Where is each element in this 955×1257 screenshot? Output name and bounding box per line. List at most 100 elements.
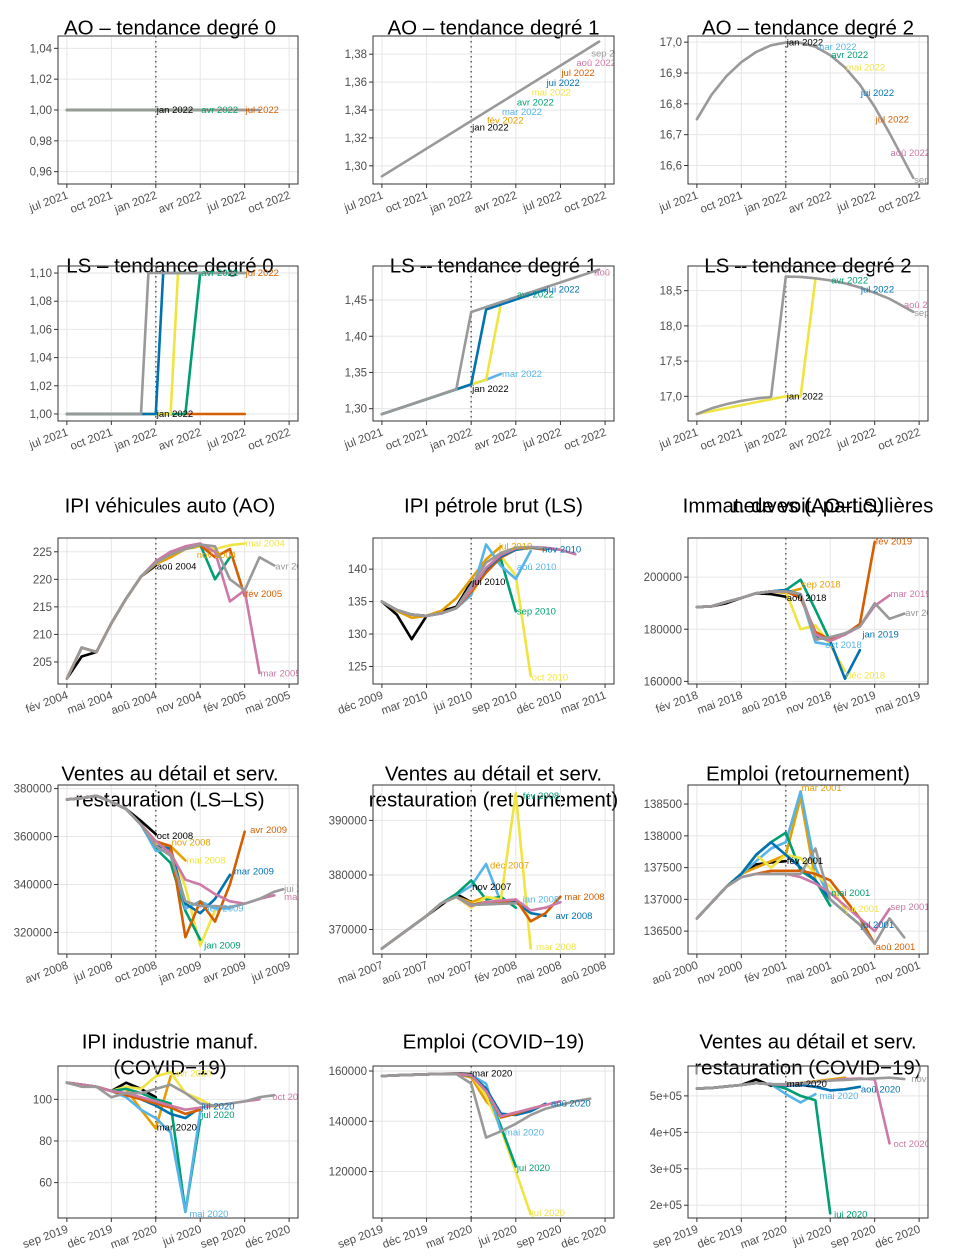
y-tick-label: 225 [33,547,52,559]
series-group: jan 2022 avr 2022 jul 2022 [65,268,279,420]
series-line [65,543,276,680]
y-tick-label: 140000 [329,1116,367,1128]
data-label: nov 2004 [197,550,236,561]
series-line [380,545,547,618]
data-label: jul 2020 [200,1110,234,1121]
data-label: jul 2022 [860,284,894,295]
series-group: nov 2007 déc 2007 fév 2008 jan 2008 mar 2008… [380,791,605,953]
x-tick-label: jui 2020 [476,1224,519,1249]
data-label: jul 2010 [498,541,532,552]
chart-title: IPI pétrole brut (LS) [404,494,583,517]
x-tick-label: oct 2021 [384,427,430,453]
y-tick-label: 220 [33,574,52,586]
panel-border [372,537,615,685]
panel-border [57,537,299,685]
data-label: fév 2005 [246,589,282,600]
chart-panel: LS – tendance degré 217,017,518,018,5jul… [657,254,944,454]
y-tick-label: 18,0 [660,321,682,333]
data-label: aoû 2020 [551,1099,591,1110]
x-tick-label: avr 2022 [787,427,833,454]
y-tick-label: 100 [33,1094,52,1106]
data-label: mai 2022 [532,88,571,99]
x-tick-label: oct 2021 [69,190,115,216]
data-label: jui 2022 [546,285,580,296]
chart-title: neuves (AO–LS) [732,494,884,517]
x-tick-label: nov 2018 [785,690,834,717]
data-label: oct 2020 [272,1092,308,1103]
x-tick-label: mai 2007 [336,960,385,987]
chart-title: (COVID−19) [113,1056,226,1079]
chart-panel: LS – tendance degré 11,301,351,401,45jul… [342,254,615,453]
x-tick-label: jul 2022 [835,190,878,215]
x-tick-label: avr 2022 [473,190,519,217]
y-tick-label: 1,30 [345,161,367,173]
data-label: aoû 2001 [876,942,916,953]
data-label: aoû 2022 [576,58,616,69]
series-line [380,268,601,416]
y-tick-label: 320000 [14,927,52,939]
data-label: jul 2022 [245,105,279,116]
chart-title: Ventes au détail et serv. [61,762,278,785]
data-label: nov 2020 [911,1074,950,1085]
x-tick-label: mai 2018 [696,690,745,717]
x-tick-label: sep 2020 [829,1224,878,1251]
data-label: mar 2005 [260,669,300,680]
x-tick-label: sep 2010 [470,690,519,717]
chart-title: restauration (LS–LS) [75,788,264,811]
x-tick-label: déc 2010 [515,690,564,717]
y-tick-label: 1,35 [345,367,367,379]
data-label: sep 2018 [802,579,841,590]
data-label: jul 2001 [860,920,894,931]
x-tick-label: avr 2022 [787,190,833,217]
y-tick-label: 1,02 [30,381,52,393]
y-tick-label: 17,5 [660,356,682,368]
x-tick-label: avr 2022 [157,427,203,454]
data-label: avr 2022 [201,105,238,116]
chart-panel: Emploi (retournement) 136500 137000 137500 1… [644,762,929,987]
x-tick-label: nov 2007 [426,960,475,987]
y-tick-label: 80 [39,1136,52,1148]
series-line [695,278,817,416]
y-tick-label: 1,08 [30,296,52,308]
data-label: jui 2022 [860,88,894,99]
x-tick-label: oct 2021 [699,427,745,453]
data-label: aoû 2022 [904,300,944,311]
x-tick-label: jul 2022 [835,427,878,452]
x-tick-label: jul 2009 [249,960,292,985]
data-label: fév 2008 [523,791,559,802]
data-label: aoû 2020 [861,1085,901,1096]
y-tick-label: 160000 [644,676,682,688]
series-line [65,794,285,909]
data-label: jul 2022 [560,68,594,79]
y-tick-label: 125 [348,661,367,673]
y-tick-label: 205 [33,657,52,669]
x-tick-label: jan 2009 [157,960,204,987]
data-label: mar 2020 [787,1079,827,1090]
x-tick-label: fév 2001 [743,960,789,986]
y-tick-label: 180000 [644,624,682,636]
series-line [695,1081,832,1215]
chart-panel: IPI industrie manuf. (COVID−19) 60 80 100 sep… [21,1030,308,1251]
chart-title: IPI industrie manuf. [82,1030,259,1053]
data-label: mai 2022 [846,62,885,73]
series-line [380,895,518,950]
x-tick-label: déc 2019 [66,1224,115,1251]
x-tick-label: jan 2022 [112,190,159,217]
series-line [695,590,906,642]
data-label: jan 2022 [471,384,508,395]
y-tick-label: 1,06 [30,324,52,336]
data-label: nov 2007 [472,882,511,893]
series-line [65,271,246,416]
x-tick-label: oct 2022 [877,427,923,453]
data-label: jul 2022 [245,268,279,279]
x-tick-label: mai 2019 [874,690,923,717]
y-tick-label: 200000 [644,572,682,584]
chart-title: Ventes au détail et serv. [699,1030,916,1053]
